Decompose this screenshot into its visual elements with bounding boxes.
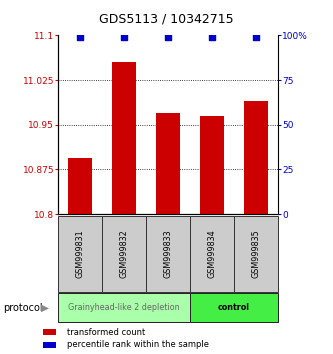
Text: Grainyhead-like 2 depletion: Grainyhead-like 2 depletion — [68, 303, 180, 312]
Point — [253, 34, 259, 40]
Point — [166, 34, 171, 40]
Bar — [244, 101, 268, 214]
Bar — [200, 116, 224, 214]
Text: ▶: ▶ — [41, 303, 49, 313]
Bar — [68, 158, 92, 214]
Text: GSM999833: GSM999833 — [164, 230, 173, 278]
Text: protocol: protocol — [3, 303, 43, 313]
Text: GSM999831: GSM999831 — [76, 230, 85, 278]
Point — [209, 34, 215, 40]
Bar — [156, 113, 180, 214]
Text: GSM999832: GSM999832 — [120, 230, 129, 278]
Text: control: control — [218, 303, 250, 312]
Text: transformed count: transformed count — [67, 327, 145, 337]
Text: percentile rank within the sample: percentile rank within the sample — [67, 340, 208, 349]
Text: GSM999834: GSM999834 — [207, 230, 217, 278]
Text: GDS5113 / 10342715: GDS5113 / 10342715 — [99, 12, 234, 25]
Point — [122, 34, 127, 40]
Bar — [112, 62, 136, 214]
Text: GSM999835: GSM999835 — [251, 230, 261, 278]
Point — [78, 34, 83, 40]
